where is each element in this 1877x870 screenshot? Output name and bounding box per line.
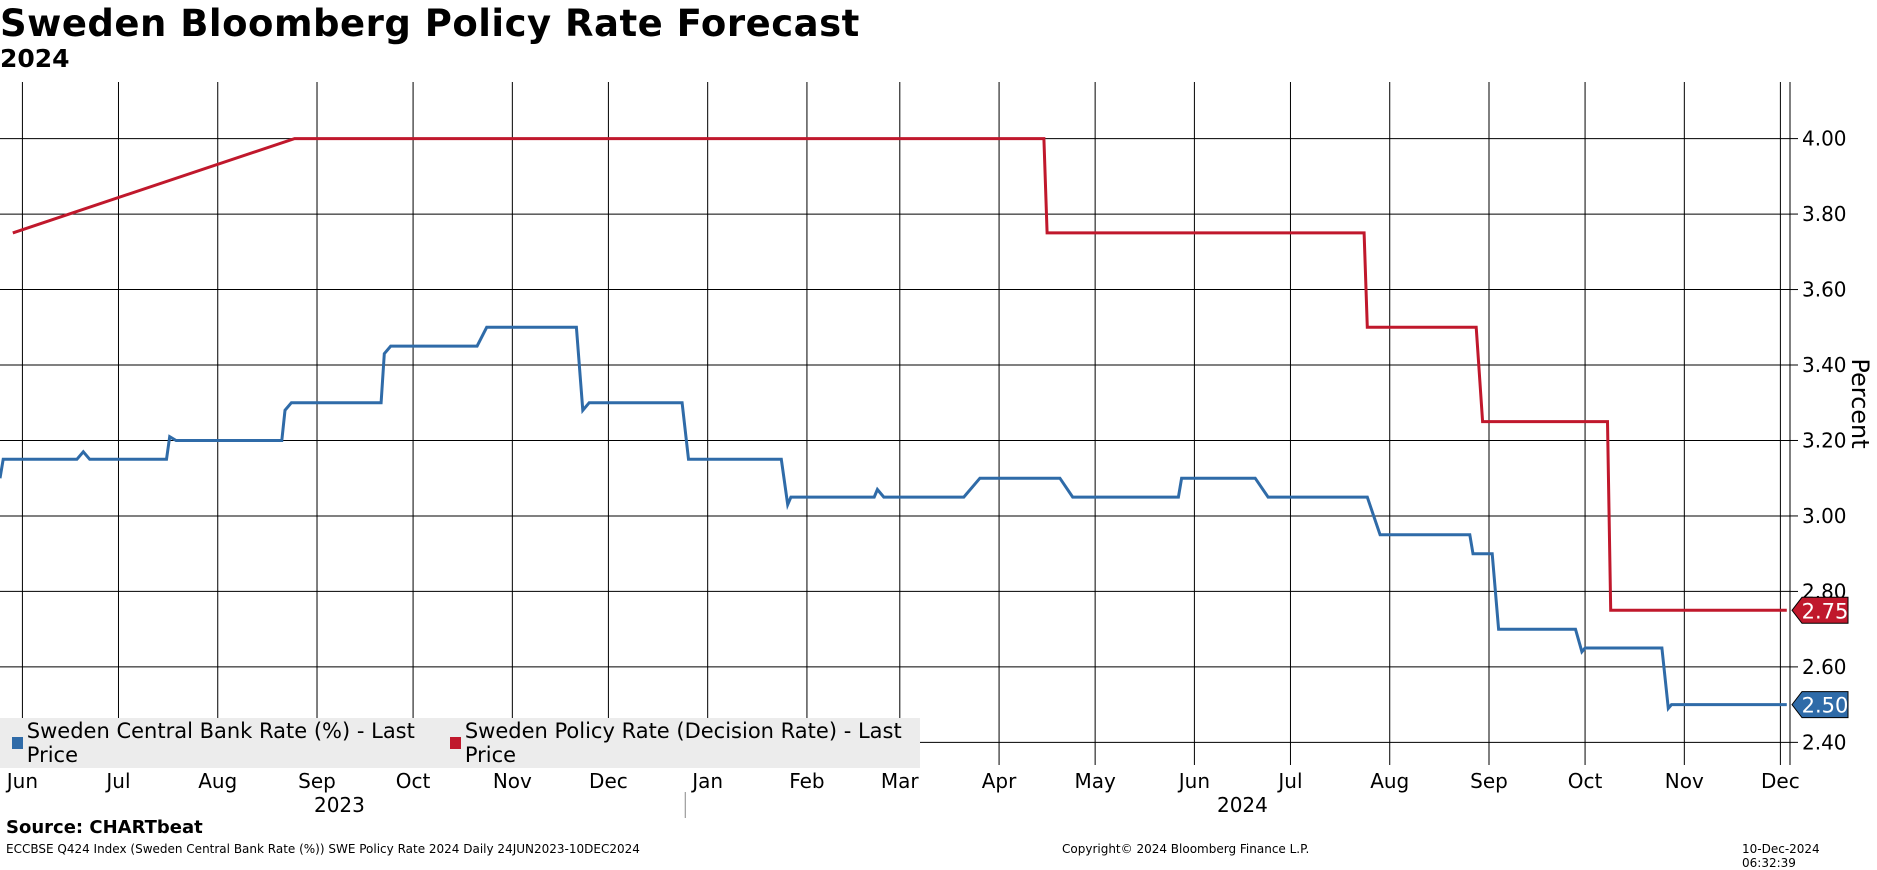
year-label: 2023 bbox=[314, 793, 365, 817]
footer-index-description: ECCBSE Q424 Index (Sweden Central Bank R… bbox=[6, 842, 640, 856]
x-tick-label: May bbox=[1074, 769, 1116, 793]
legend-item-central-bank-rate[interactable]: Sweden Central Bank Rate (%) - Last Pric… bbox=[12, 719, 428, 767]
last-value-tag-policy-rate bbox=[1791, 596, 1849, 624]
legend-swatch-red bbox=[450, 737, 461, 749]
x-tick-label: Aug bbox=[198, 769, 237, 793]
legend-label: Sweden Central Bank Rate (%) - Last Pric… bbox=[26, 719, 415, 767]
year-label: 2024 bbox=[1217, 793, 1268, 817]
legend-label: Sweden Policy Rate (Decision Rate) - Las… bbox=[464, 719, 902, 767]
legend-item-policy-rate[interactable]: Sweden Policy Rate (Decision Rate) - Las… bbox=[450, 719, 910, 767]
x-tick-label: Apr bbox=[982, 769, 1017, 793]
x-tick-label: Dec bbox=[589, 769, 628, 793]
y-tick-label: 3.40 bbox=[1802, 353, 1847, 377]
y-tick-label: 4.00 bbox=[1802, 127, 1847, 151]
last-value-tag-central-bank-rate bbox=[1791, 691, 1849, 719]
y-tick-label: 2.60 bbox=[1802, 655, 1847, 679]
x-tick-label: Oct bbox=[396, 769, 431, 793]
x-tick-label: Jun bbox=[5, 769, 38, 793]
source-note: Source: CHARTbeat bbox=[6, 817, 203, 838]
x-tick-label: Jul bbox=[1276, 769, 1302, 793]
x-tick-label: Nov bbox=[493, 769, 532, 793]
y-tick-label: 3.20 bbox=[1802, 428, 1847, 452]
legend-swatch-blue bbox=[12, 737, 23, 749]
x-tick-label: Dec bbox=[1761, 769, 1800, 793]
last-value-label-policy-rate: 2.75 bbox=[1802, 599, 1849, 623]
footer-timestamp: 10-Dec-2024 06:32:39 bbox=[1742, 842, 1820, 870]
chart-subtitle: 2024 bbox=[0, 44, 70, 73]
x-tick-label: Jan bbox=[690, 769, 723, 793]
x-tick-label: Sep bbox=[1470, 769, 1508, 793]
y-axis-title: Percent bbox=[1846, 358, 1874, 448]
series-line-policy-rate bbox=[12, 137, 1787, 612]
series-line-central-bank-rate bbox=[0, 325, 1787, 713]
x-tick-label: Oct bbox=[1568, 769, 1603, 793]
y-tick-label: 2.40 bbox=[1802, 730, 1847, 754]
x-tick-label: Sep bbox=[298, 769, 336, 793]
chart-title: Sweden Bloomberg Policy Rate Forecast bbox=[0, 2, 860, 45]
y-tick-label: 3.00 bbox=[1802, 504, 1847, 528]
x-tick-label: Mar bbox=[881, 769, 920, 793]
chart-legend: Sweden Central Bank Rate (%) - Last Pric… bbox=[0, 718, 920, 768]
footer-copyright: Copyright© 2024 Bloomberg Finance L.P. bbox=[1062, 842, 1310, 856]
x-tick-label: Feb bbox=[789, 769, 824, 793]
x-tick-label: Nov bbox=[1665, 769, 1704, 793]
y-tick-label: 3.80 bbox=[1802, 202, 1847, 226]
x-tick-label: Jul bbox=[104, 769, 130, 793]
x-tick-label: Aug bbox=[1370, 769, 1409, 793]
y-tick-label: 3.60 bbox=[1802, 278, 1847, 302]
last-value-label-central-bank-rate: 2.50 bbox=[1802, 694, 1849, 718]
x-tick-label: Jun bbox=[1177, 769, 1210, 793]
